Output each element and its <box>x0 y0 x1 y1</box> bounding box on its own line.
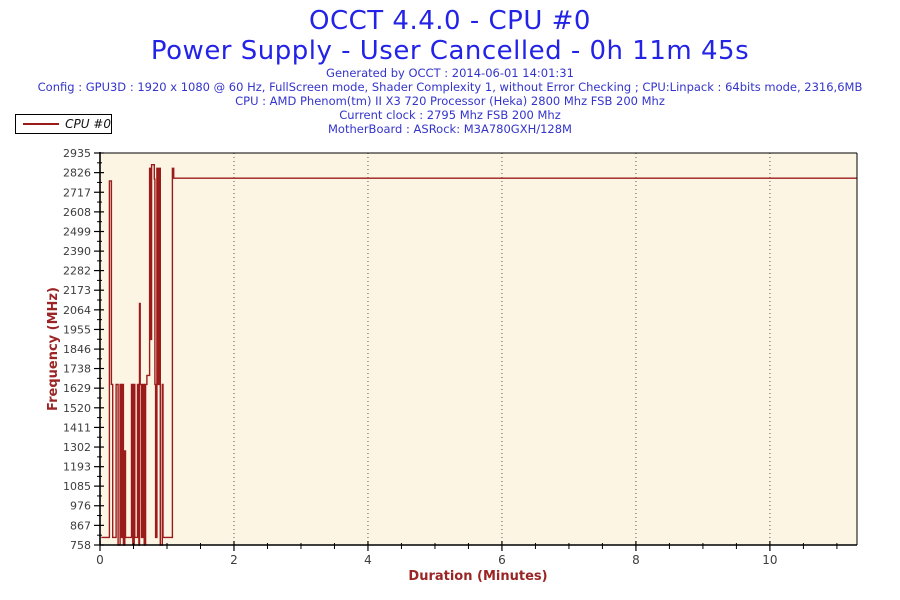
legend-series-line-swatch <box>23 123 60 125</box>
x-tick-label: 4 <box>364 553 372 567</box>
current-clock-line: Current clock : 2795 Mhz FSB 200 Mhz <box>339 108 561 122</box>
legend-series-label: CPU #0 <box>65 117 111 131</box>
y-tick-label: 758 <box>70 539 91 552</box>
y-tick-label: 2173 <box>63 284 91 297</box>
frequency-chart-svg: 758 867 976 1085 1193 1302 1411 1520 1629 1738 184… <box>46 147 858 584</box>
x-tick-label: 8 <box>632 553 640 567</box>
x-tick-label: 2 <box>230 553 238 567</box>
y-tick-label: 1411 <box>63 421 91 434</box>
y-tick-label: 2064 <box>63 304 91 317</box>
report-header: OCCT 4.4.0 - CPU #0 Power Supply - User … <box>0 6 900 136</box>
y-tick-label: 2499 <box>63 226 91 239</box>
y-tick-label: 2608 <box>63 206 91 219</box>
x-tick-label: 10 <box>762 553 777 567</box>
cpu-frequency-line <box>101 164 857 546</box>
report-subtitle: Power Supply - User Cancelled - 0h 11m 4… <box>150 36 750 66</box>
legend-box: CPU #0 <box>15 114 112 134</box>
y-tick-label: 2717 <box>63 186 91 199</box>
x-axis-title: Duration (Minutes) <box>408 569 547 584</box>
motherboard-line: MotherBoard : ASRock: M3A780GXH/128M <box>328 122 572 136</box>
y-tick-label: 1085 <box>63 480 91 493</box>
y-tick-label: 2935 <box>63 147 91 160</box>
y-tick-label: 1193 <box>63 461 91 474</box>
x-tick-label: 6 <box>498 553 506 567</box>
y-tick-label: 1738 <box>63 363 91 376</box>
y-tick-label: 1302 <box>63 441 91 454</box>
config-line: Config : GPU3D : 1920 x 1080 @ 60 Hz, Fu… <box>37 80 863 94</box>
cpu-line: CPU : AMD Phenom(tm) II X3 720 Processor… <box>235 94 665 108</box>
generated-line: Generated by OCCT : 2014-06-01 14:01:31 <box>326 66 574 80</box>
y-tick-label: 2282 <box>63 265 91 278</box>
report-title: OCCT 4.4.0 - CPU #0 <box>309 6 591 36</box>
y-tick-label: 1520 <box>63 402 91 415</box>
y-tick-label: 1629 <box>63 382 91 395</box>
y-tick-label: 976 <box>70 500 91 513</box>
plot-background <box>100 153 857 545</box>
y-tick-label: 867 <box>70 519 91 532</box>
y-tick-label: 1955 <box>63 323 91 336</box>
x-tick-label: 0 <box>96 553 104 567</box>
y-axis-title: Frequency (MHz) <box>46 287 61 411</box>
y-tick-label: 2826 <box>63 167 91 180</box>
y-tick-label: 2390 <box>63 245 91 258</box>
y-tick-label: 1846 <box>63 343 91 356</box>
